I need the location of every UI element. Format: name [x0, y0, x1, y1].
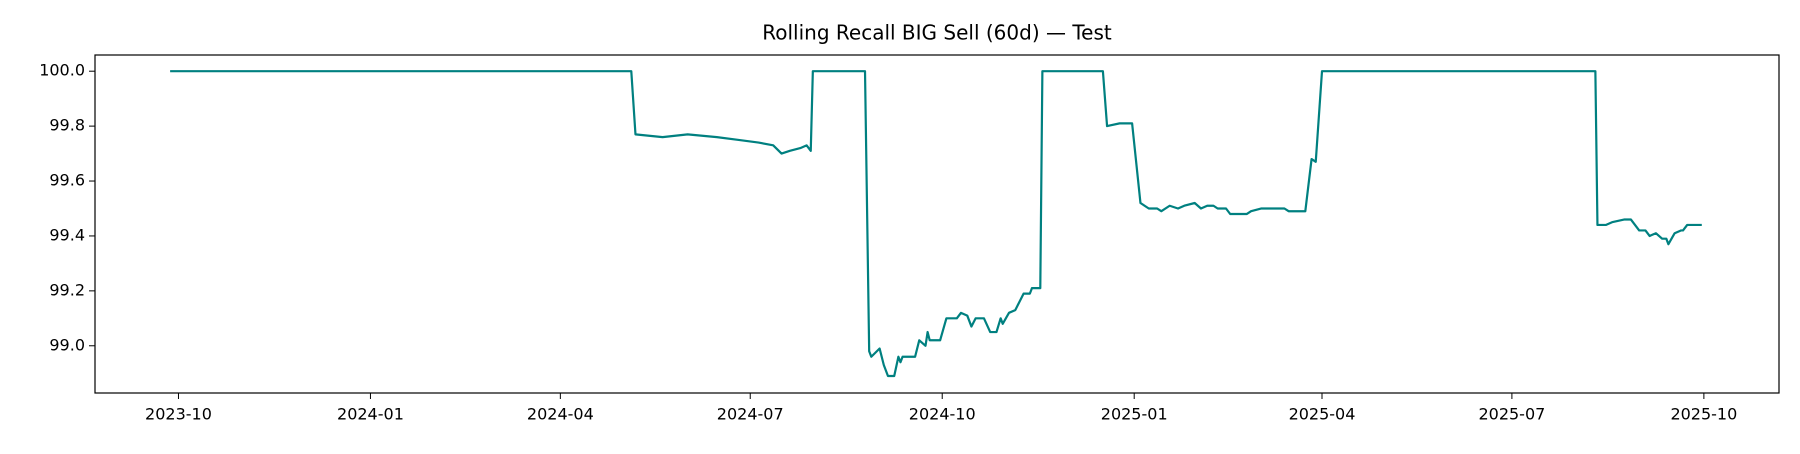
x-tick-label: 2023-10 [145, 405, 212, 424]
x-tick-label: 2024-04 [527, 405, 594, 424]
y-tick-label: 99.6 [49, 171, 85, 190]
x-tick-label: 2025-01 [1101, 405, 1168, 424]
x-tick-label: 2025-07 [1478, 405, 1545, 424]
y-tick-label: 99.8 [49, 116, 85, 135]
y-tick-label: 99.0 [49, 335, 85, 354]
chart-title: Rolling Recall BIG Sell (60d) — Test [762, 21, 1112, 45]
data-line [170, 70, 1702, 378]
x-tick-label: 2024-10 [909, 405, 976, 424]
y-tick-label: 99.4 [49, 225, 85, 244]
x-tick-label: 2024-01 [337, 405, 404, 424]
y-tick-label: 100.0 [39, 61, 85, 80]
x-tick-label: 2025-04 [1289, 405, 1356, 424]
y-tick-label: 99.2 [49, 280, 85, 299]
x-tick-label: 2024-07 [717, 405, 784, 424]
x-tick-label: 2025-10 [1670, 405, 1737, 424]
plot-frame [94, 54, 1780, 394]
